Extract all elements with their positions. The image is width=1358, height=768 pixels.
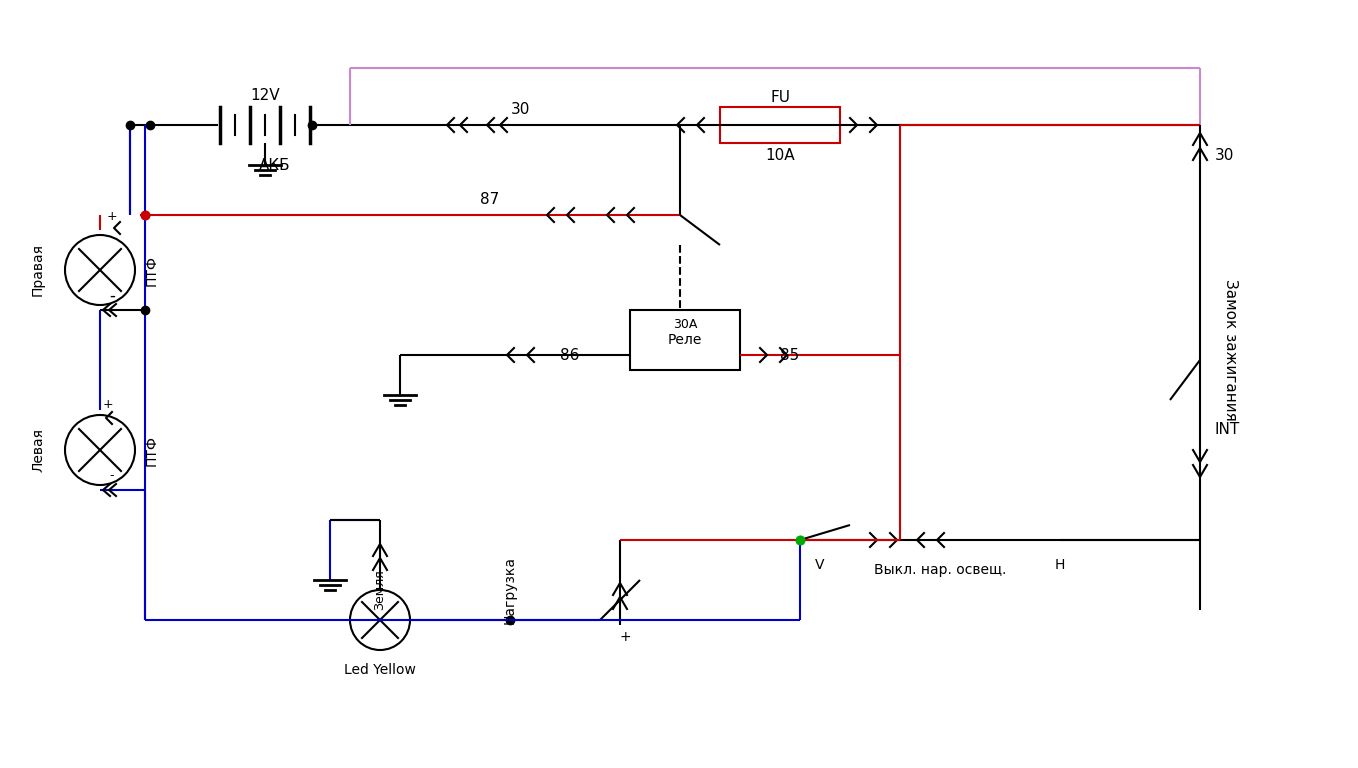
Bar: [720, 107, 841, 143]
Text: INT: INT: [1215, 422, 1240, 438]
Text: +: +: [103, 398, 113, 411]
Text: 85: 85: [781, 347, 800, 362]
Text: АКБ: АКБ: [259, 157, 291, 173]
Text: 30: 30: [511, 102, 530, 118]
Text: FU: FU: [770, 90, 790, 104]
Text: 12V: 12V: [250, 88, 280, 102]
Text: ПТФ: ПТФ: [145, 254, 159, 286]
Text: -: -: [110, 469, 114, 482]
Text: 10A: 10A: [765, 147, 794, 163]
Text: Нагрузка: Нагрузка: [502, 556, 517, 624]
Text: Led Yellow: Led Yellow: [344, 663, 416, 677]
Text: Реле: Реле: [668, 333, 702, 347]
Text: -: -: [109, 287, 115, 305]
Text: ПТФ: ПТФ: [145, 435, 159, 465]
Text: H: H: [1055, 558, 1065, 572]
Text: 30: 30: [1215, 147, 1234, 163]
Text: Выкл. нар. освещ.: Выкл. нар. освещ.: [873, 563, 1006, 577]
Text: V: V: [815, 558, 824, 572]
Text: 86: 86: [561, 347, 580, 362]
Text: Правая: Правая: [31, 243, 45, 296]
Text: Земля: Земля: [373, 570, 387, 611]
Text: Левая: Левая: [31, 428, 45, 472]
Text: Замок зажигания: Замок зажигания: [1222, 279, 1237, 421]
Text: +: +: [107, 210, 117, 223]
Text: 87: 87: [481, 193, 500, 207]
Text: +: +: [619, 630, 631, 644]
Bar: [630, 310, 740, 370]
Text: 30А: 30А: [672, 319, 697, 332]
